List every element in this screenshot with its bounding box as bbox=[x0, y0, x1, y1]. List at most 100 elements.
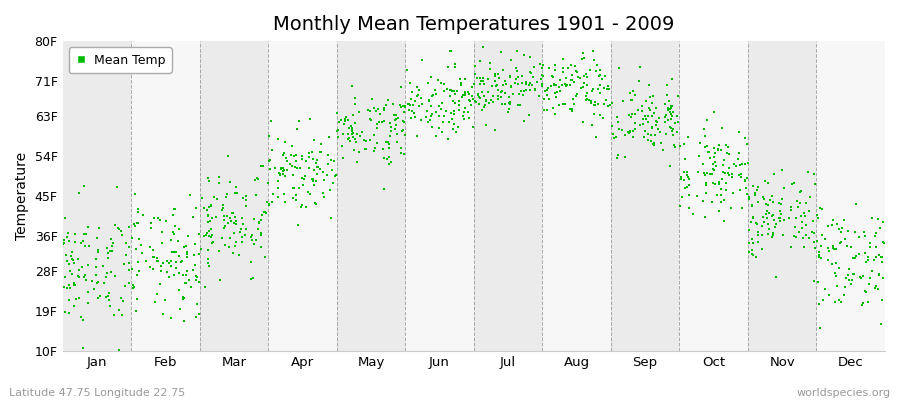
Point bbox=[549, 82, 563, 88]
Point bbox=[228, 243, 242, 250]
Point bbox=[238, 232, 253, 238]
Point bbox=[832, 226, 847, 232]
Point bbox=[563, 82, 578, 89]
Point bbox=[306, 176, 320, 182]
Point bbox=[224, 210, 238, 216]
Point bbox=[364, 96, 379, 102]
Point bbox=[706, 180, 720, 186]
Point bbox=[491, 74, 506, 81]
Point bbox=[144, 220, 158, 226]
Point bbox=[287, 185, 302, 191]
Point bbox=[740, 191, 754, 198]
Point bbox=[648, 132, 662, 138]
Point bbox=[765, 232, 779, 238]
Point bbox=[818, 286, 832, 292]
Point bbox=[150, 257, 165, 264]
Point bbox=[477, 81, 491, 88]
Point bbox=[536, 96, 551, 102]
Point bbox=[560, 82, 574, 88]
Point bbox=[159, 218, 174, 224]
Point bbox=[302, 154, 316, 160]
Point bbox=[115, 232, 130, 238]
Point bbox=[173, 306, 187, 312]
Point bbox=[742, 227, 756, 233]
Point bbox=[649, 122, 663, 128]
Point bbox=[171, 238, 185, 244]
Point bbox=[472, 94, 486, 100]
Point bbox=[504, 57, 518, 64]
Point bbox=[167, 272, 182, 278]
Point bbox=[573, 85, 588, 92]
Point bbox=[440, 64, 454, 70]
Point bbox=[192, 278, 206, 285]
Point bbox=[863, 274, 878, 281]
Point bbox=[547, 82, 562, 88]
Point bbox=[495, 88, 509, 95]
Point bbox=[856, 300, 870, 306]
Point bbox=[863, 244, 878, 250]
Point bbox=[271, 178, 285, 184]
Point bbox=[706, 161, 720, 167]
Point bbox=[875, 254, 889, 260]
Point bbox=[222, 179, 237, 185]
Point bbox=[122, 224, 136, 230]
Point bbox=[415, 100, 429, 107]
Point bbox=[274, 164, 288, 171]
Point bbox=[499, 81, 513, 87]
Point bbox=[868, 230, 883, 236]
Point bbox=[194, 246, 208, 252]
Point bbox=[230, 217, 244, 224]
Point bbox=[751, 232, 765, 238]
Point bbox=[661, 105, 675, 111]
Point bbox=[264, 166, 278, 172]
Point bbox=[331, 134, 346, 140]
Point bbox=[751, 184, 765, 190]
Point bbox=[197, 204, 211, 211]
Point bbox=[201, 255, 215, 262]
Point bbox=[465, 124, 480, 130]
Point bbox=[653, 140, 668, 146]
Point bbox=[784, 244, 798, 250]
Point bbox=[468, 63, 482, 70]
Point bbox=[601, 86, 616, 92]
Point bbox=[202, 228, 216, 234]
Point bbox=[680, 172, 694, 178]
Point bbox=[100, 270, 114, 276]
Point bbox=[215, 202, 230, 208]
Point bbox=[862, 281, 877, 288]
Point bbox=[111, 225, 125, 232]
Point bbox=[76, 345, 91, 352]
Point bbox=[766, 230, 780, 236]
Point bbox=[755, 223, 770, 230]
Point bbox=[515, 73, 529, 80]
Point bbox=[874, 254, 888, 260]
Point bbox=[731, 156, 745, 162]
Point bbox=[61, 281, 76, 288]
Point bbox=[216, 204, 230, 211]
Point bbox=[130, 220, 145, 227]
Point bbox=[85, 278, 99, 284]
Point bbox=[664, 105, 679, 111]
Point bbox=[707, 167, 722, 173]
Point bbox=[598, 85, 612, 91]
Point bbox=[433, 80, 447, 86]
Point bbox=[538, 88, 553, 95]
Point bbox=[149, 258, 164, 264]
Point bbox=[77, 272, 92, 278]
Point bbox=[611, 152, 625, 158]
Point bbox=[390, 131, 404, 137]
Point bbox=[854, 274, 868, 281]
Point bbox=[552, 84, 566, 90]
Point bbox=[644, 100, 659, 106]
Point bbox=[150, 291, 165, 297]
Point bbox=[405, 88, 419, 95]
Point bbox=[841, 272, 855, 278]
Point bbox=[528, 87, 543, 93]
Text: worldspecies.org: worldspecies.org bbox=[796, 388, 891, 398]
Point bbox=[74, 240, 88, 246]
Point bbox=[130, 272, 144, 278]
Point bbox=[852, 251, 867, 257]
Point bbox=[464, 84, 479, 90]
Point bbox=[478, 101, 492, 108]
Point bbox=[330, 110, 345, 116]
